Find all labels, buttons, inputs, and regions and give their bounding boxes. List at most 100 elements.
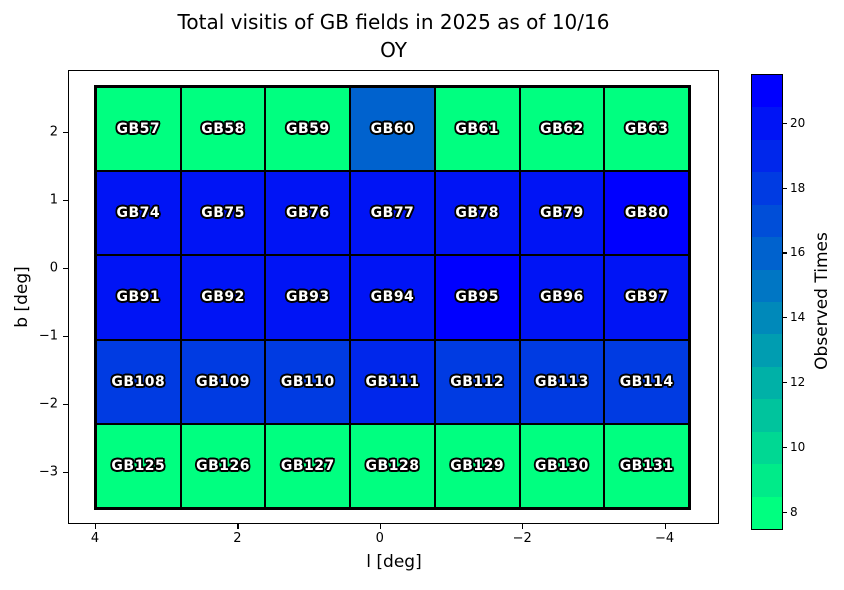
heatmap-cell: GB131 [604,423,689,508]
cell-label: GB127 [280,457,335,474]
x-tick-label: 4 [90,531,100,546]
cell-label: GB113 [534,373,589,390]
heatmap-cell: GB97 [604,255,689,340]
heatmap-cell: GB114 [604,339,689,424]
x-tick-label: 0 [375,531,384,546]
cell-label: GB62 [540,121,584,138]
colorbar-tick-mark [782,252,787,254]
cell-label: GB76 [285,205,330,222]
heatmap-cell: GB128 [350,423,435,508]
colorbar-band [752,204,782,238]
cell-label: GB94 [370,289,415,306]
heatmap-cell: GB109 [180,339,266,424]
y-tick-label: 2 [49,124,58,139]
cell-label: GB96 [540,289,584,306]
heatmap-cell: GB126 [180,423,266,508]
cell-label: GB78 [455,205,500,222]
heatmap-cell: GB129 [434,423,520,508]
heatmap-cell: GB130 [519,423,605,508]
cell-label: GB95 [455,289,500,306]
colorbar-tick-label: 16 [790,245,806,260]
heatmap-cell: GB127 [265,423,351,508]
colorbar-band [752,139,782,173]
y-tick-mark [63,199,68,201]
colorbar-label: Observed Times [812,232,832,370]
colorbar-tick-label: 20 [790,115,806,130]
cell-label: GB131 [619,457,674,474]
colorbar-band [752,171,782,205]
heatmap-cell: GB59 [265,87,351,172]
y-tick-label: 0 [49,260,58,275]
colorbar-tick-label: 18 [790,180,806,195]
colorbar-tick-label: 8 [790,504,798,519]
colorbar-tick-label: 14 [790,310,806,325]
colorbar-band [752,236,782,270]
colorbar-band [752,398,782,432]
heatmap-cell: GB63 [604,87,689,172]
x-tick-mark [95,524,97,529]
x-tick-mark [522,524,524,529]
colorbar-tick-mark [782,187,787,189]
y-tick-mark [63,403,68,405]
cell-label: GB77 [370,205,415,222]
y-tick-mark [63,267,68,269]
y-tick-label: −3 [38,464,58,479]
x-tick-mark [379,524,381,529]
heatmap-cell: GB57 [96,87,181,172]
colorbar-band [752,301,782,335]
heatmap-cell: GB93 [265,255,351,340]
cell-label: GB129 [450,457,505,474]
cell-label: GB111 [365,373,420,390]
cell-label: GB114 [619,373,674,390]
heatmap-cell: GB112 [434,339,520,424]
cell-label: GB80 [624,205,669,222]
heatmap-cell: GB96 [519,255,605,340]
x-tick-mark [237,524,239,529]
colorbar-tick-mark [782,382,787,384]
chart-title-line2: OY [380,38,407,62]
cell-label: GB128 [365,457,420,474]
cell-label: GB130 [534,457,589,474]
colorbar-band [752,366,782,400]
colorbar-tick-mark [782,122,787,124]
colorbar-band [752,431,782,465]
colorbar-band [752,269,782,302]
heatmap-cell: GB76 [265,171,351,256]
heatmap-cell: GB125 [96,423,181,508]
cell-label: GB108 [111,373,166,390]
cell-label: GB110 [280,373,335,390]
colorbar-band [752,333,782,367]
x-axis-label: l [deg] [366,552,422,572]
heatmap-cell: GB94 [350,255,435,340]
y-axis-label: b [deg] [12,266,32,328]
heatmap-cell: GB110 [265,339,351,424]
cell-label: GB59 [285,121,330,138]
heatmap-cell: GB95 [434,255,520,340]
heatmap-cell: GB92 [180,255,266,340]
cell-label: GB57 [116,121,161,138]
colorbar-tick-label: 12 [790,375,806,390]
cell-label: GB126 [196,457,250,474]
x-tick-mark [664,524,666,529]
colorbar-band [752,106,782,140]
heatmap-cell: GB80 [604,171,689,256]
colorbar-tick-mark [782,511,787,513]
cell-label: GB60 [370,121,415,138]
cell-label: GB74 [116,205,161,222]
colorbar-band [752,74,782,108]
cell-label: GB79 [540,205,584,222]
x-tick-label: −4 [655,531,675,546]
heatmap-cell: GB62 [519,87,605,172]
cell-label: GB125 [111,457,166,474]
colorbar-tick-mark [782,446,787,449]
cell-label: GB97 [624,289,669,306]
heatmap-cell: GB58 [180,87,266,172]
chart-title: Total visitis of GB fields in 2025 as of… [68,8,719,64]
cell-label: GB112 [450,373,505,390]
colorbar-band [752,463,782,497]
heatmap-cell: GB79 [519,171,605,256]
cell-label: GB75 [201,205,245,222]
heatmap-cell: GB77 [350,171,435,256]
heatmap-grid: GB57 GB58 GB59 GB60 GB61 GB62 GB63 GB74 GB75 GB76… [94,85,691,510]
